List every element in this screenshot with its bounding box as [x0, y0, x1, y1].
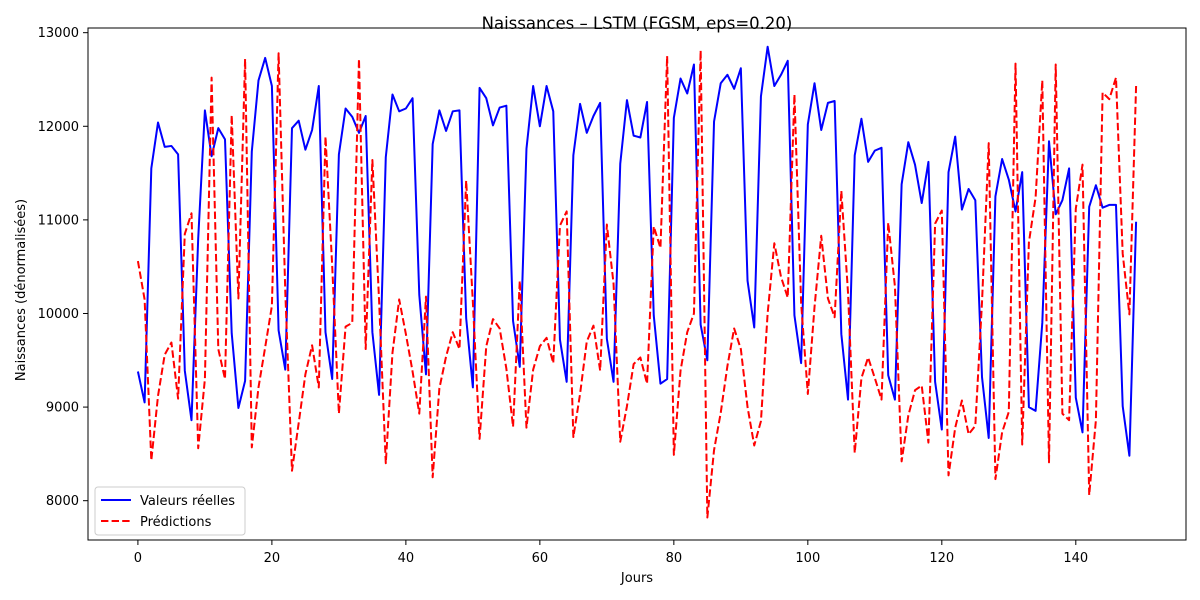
x-tick-label: 80 [666, 551, 683, 566]
x-tick-label: 120 [929, 551, 954, 566]
x-tick-label: 40 [398, 551, 415, 566]
y-tick-label: 13000 [38, 26, 79, 41]
y-tick-label: 11000 [38, 213, 79, 228]
x-axis-label: Jours [620, 571, 653, 586]
series-line-predictions [136, 49, 1138, 519]
y-tick-label: 8000 [46, 494, 79, 509]
series-line-valeurs-reelles [136, 45, 1138, 457]
axes-frame [87, 27, 1187, 541]
legend-box [94, 486, 246, 536]
y-axis-ticks: 8000 9000 10000 11000 12000 13000 [38, 26, 88, 509]
series-layer [136, 45, 1138, 519]
x-tick-label: 140 [1063, 551, 1088, 566]
x-tick-label: 0 [134, 551, 142, 566]
x-tick-label: 100 [795, 551, 820, 566]
legend: Valeurs réelles Prédictions [94, 486, 246, 536]
y-tick-label: 10000 [38, 307, 79, 322]
y-axis-label: Naissances (dénormalisées) [14, 199, 29, 381]
plot-area [136, 45, 1138, 519]
x-axis-ticks: 0 20 40 60 80 100 120 140 [134, 540, 1088, 566]
y-tick-label: 9000 [46, 401, 79, 416]
legend-label-valeurs-reelles: Valeurs réelles [140, 494, 235, 509]
x-tick-label: 60 [532, 551, 549, 566]
x-tick-label: 20 [264, 551, 281, 566]
legend-label-predictions: Prédictions [140, 515, 212, 530]
y-tick-label: 12000 [38, 120, 79, 135]
chart-title: Naissances – LSTM (FGSM, eps=0.20) [482, 14, 793, 33]
